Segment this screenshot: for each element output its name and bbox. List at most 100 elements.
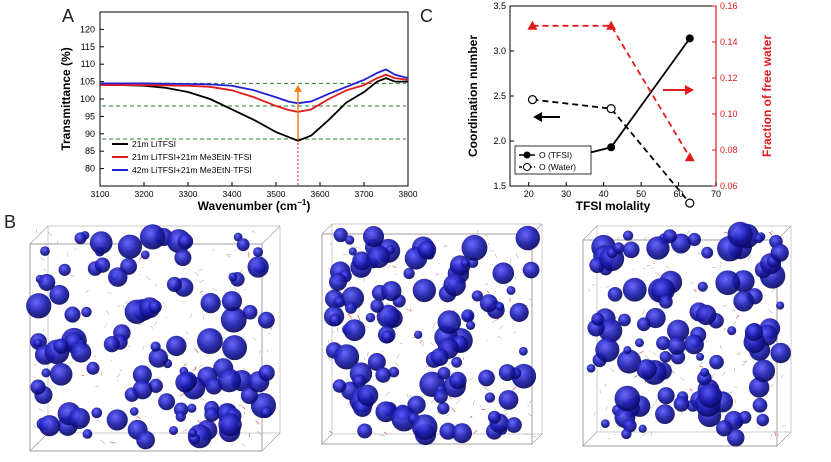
x-tick-label: 30 <box>561 189 571 199</box>
anion-cluster <box>646 236 670 260</box>
anion-cluster <box>375 367 391 383</box>
cube-edge <box>531 433 543 445</box>
y2-tick-label: 0.06 <box>720 181 738 191</box>
x-tick-label: 3400 <box>223 189 242 199</box>
anion-cluster <box>754 234 764 244</box>
molecule-stick <box>525 433 530 436</box>
anion-cluster <box>687 232 702 247</box>
molecule-stick <box>342 253 348 256</box>
molecule-stick <box>399 342 404 345</box>
anion-cluster <box>381 281 402 301</box>
molecule-stick <box>741 360 748 366</box>
anion-cluster <box>352 374 367 389</box>
panel-label-c: C <box>420 6 433 26</box>
molecule-stick <box>366 351 369 357</box>
anion-cluster <box>452 423 473 444</box>
molecule-stick <box>438 262 440 265</box>
molecule-stick <box>696 253 700 255</box>
anion-cluster <box>618 313 631 327</box>
y-tick-label: 3.5 <box>493 1 506 11</box>
anion-cluster <box>461 234 488 261</box>
molecule-stick <box>616 236 621 241</box>
molecule-stick <box>139 274 142 276</box>
y-axis-label: Coordination number <box>466 35 480 157</box>
y-tick-label: 115 <box>81 42 95 52</box>
molecule-stick <box>242 367 245 370</box>
anion-cluster <box>242 304 258 320</box>
anion-cluster <box>635 338 644 348</box>
molecule-stick <box>244 412 246 414</box>
molecule-stick <box>462 363 464 366</box>
legend-entry-1: O (Water) <box>539 162 576 172</box>
point-2-0 <box>527 20 538 30</box>
x-tick-label: 3500 <box>267 189 286 199</box>
molecule-stick <box>409 395 413 398</box>
molecule-stick <box>84 289 89 293</box>
molecule-stick <box>770 434 773 439</box>
anion-cluster <box>357 423 373 439</box>
anion-cluster <box>412 278 436 303</box>
y2-tick-label: 0.16 <box>720 1 738 11</box>
molecule-stick <box>769 231 773 236</box>
molecule-stick <box>190 313 192 319</box>
molecule-stick <box>35 443 39 446</box>
anion-cluster <box>709 354 724 370</box>
y-tick-label: 95 <box>85 111 95 121</box>
anion-cluster <box>89 231 113 255</box>
series-line-0 <box>100 77 408 142</box>
molecule-stick <box>447 362 451 367</box>
anion-cluster <box>260 406 272 418</box>
cube-edge <box>582 225 598 241</box>
y2-tick-label: 0.12 <box>720 73 738 83</box>
anion-cluster <box>188 428 198 438</box>
molecule-stick <box>515 252 519 258</box>
molecule-stick <box>410 308 412 313</box>
molecule-stick <box>329 242 332 246</box>
anion-cluster <box>175 411 186 422</box>
anion-cluster <box>197 328 223 354</box>
anion-cluster <box>698 383 723 408</box>
molecule-stick <box>476 230 479 233</box>
anion-cluster <box>437 310 462 334</box>
molecule-stick <box>481 408 486 411</box>
molecule-stick <box>651 403 655 409</box>
molecule-stick <box>43 268 47 272</box>
x-axis-label-close: ) <box>306 199 310 213</box>
molecule-stick <box>48 232 52 237</box>
anion-cluster <box>86 361 100 375</box>
cube-back <box>47 225 281 434</box>
molecule-stick <box>591 283 596 287</box>
anion-cluster <box>129 407 139 416</box>
anion-cluster <box>103 335 121 353</box>
anion-cluster <box>333 227 348 243</box>
anion-cluster <box>506 286 516 295</box>
molecule-stick <box>198 364 203 368</box>
y2-tick-label: 0.14 <box>720 37 738 47</box>
anion-cluster <box>345 302 357 314</box>
anion-cluster <box>218 412 242 437</box>
molecule-stick <box>393 327 398 330</box>
molecule-stick <box>363 357 365 361</box>
molecule-stick <box>142 345 145 350</box>
molecule-stick <box>165 316 168 319</box>
anion-cluster <box>108 267 128 287</box>
molecule-stick <box>198 269 203 271</box>
anion-cluster <box>333 344 360 370</box>
legend-entry-1: 21m LiTFSI+21m Me3EtN·TFSI <box>132 152 252 162</box>
molecule-stick <box>770 288 776 293</box>
molecule-stick <box>354 245 360 249</box>
point-2-2 <box>684 152 695 162</box>
molecule-stick <box>650 267 653 269</box>
molecule-stick <box>405 307 411 312</box>
anion-cluster <box>140 250 150 260</box>
molecule-stick <box>528 249 532 252</box>
ftir-chart: 3100 3200 3300 3400 3500 3600 3700 3800 80 85 90 95… <box>59 11 418 213</box>
molecule-stick <box>230 242 232 245</box>
molecule-stick <box>494 290 496 293</box>
anion-cluster <box>328 313 342 327</box>
molecule-stick <box>330 359 332 361</box>
legend: O (TFSI) O (Water) <box>514 145 592 175</box>
molecule-stick <box>742 360 747 363</box>
molecule-stick <box>421 343 425 347</box>
molecule-stick <box>497 336 502 339</box>
